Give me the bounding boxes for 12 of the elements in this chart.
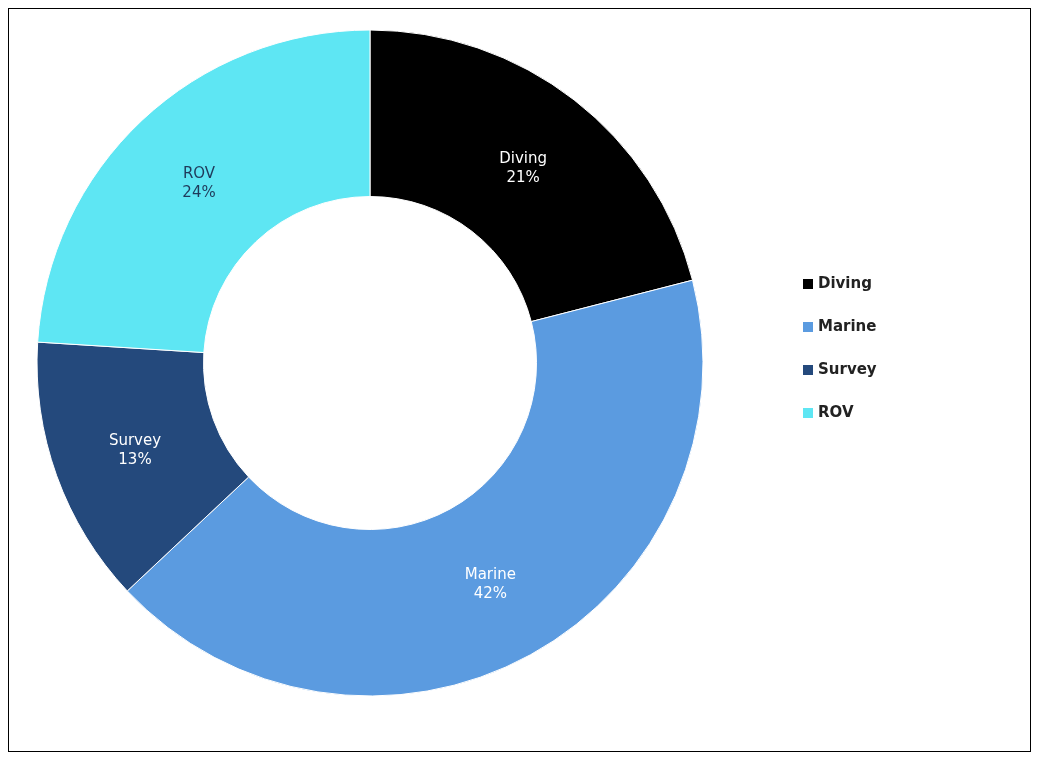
legend-label: Diving: [818, 274, 872, 292]
slice-label: Survey: [108, 430, 162, 449]
slice-label: Marine: [464, 564, 516, 583]
data-label: 13%: [118, 450, 152, 469]
slice-label: Diving: [499, 148, 547, 167]
legend-label: Marine: [818, 317, 877, 335]
data-label: 21%: [506, 168, 540, 187]
legend-label: ROV: [818, 403, 854, 421]
slice-label: ROV: [182, 163, 216, 182]
legend-label: Survey: [818, 360, 877, 378]
data-label: 42%: [473, 584, 507, 603]
data-label: 24%: [182, 183, 216, 202]
